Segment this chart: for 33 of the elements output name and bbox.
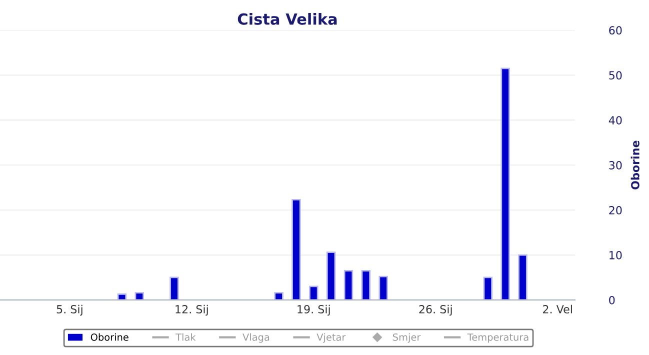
legend-label: Vjetar [316,333,346,343]
bar [274,292,284,300]
x-tick-label: 12. Sij [176,304,208,316]
bar [518,254,528,300]
bar [326,252,336,300]
bar [309,286,318,300]
x-tick-label: 5. Sij [56,304,82,316]
legend-label: Tlak [176,333,196,341]
bar [378,276,388,300]
y2-axis-title: Oborine [630,140,640,190]
bar [170,276,179,300]
legend-label: Smjer [393,333,421,343]
bar [361,270,371,300]
bar [134,292,144,300]
bar [292,199,301,300]
bar [483,276,493,300]
x-tick-label: 26. Sij [419,304,452,316]
y2-tick-label: 30 [609,161,622,170]
y2-tick-label: 50 [609,71,622,80]
x-tick-label: 2. Vel [543,304,572,314]
chart-title: Cista Velika [238,13,337,25]
bar [500,68,510,300]
bar [117,293,127,300]
y2-tick-label: 40 [608,116,622,124]
y2-tick-label: 10 [610,250,622,260]
y2-tick-label: 20 [609,206,622,214]
legend-label: Temperatura [467,334,528,343]
y2-tick-label: 60 [609,26,622,35]
x-tick-label: 19. Sij [298,304,330,316]
legend-label: Vlaga [242,333,270,343]
y2-tick-label: 0 [609,296,615,304]
legend-label: Oborine [90,333,128,341]
bar [344,270,354,300]
